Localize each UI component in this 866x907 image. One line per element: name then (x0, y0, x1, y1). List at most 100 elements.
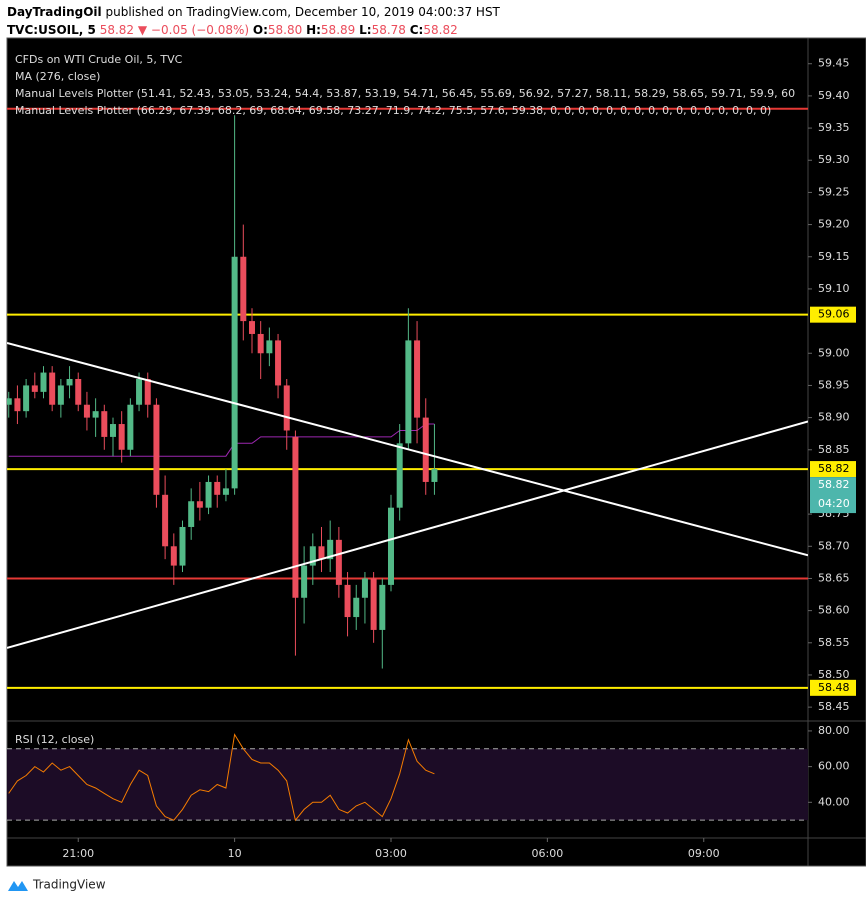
change: ▼ −0.05 (−0.08%) (138, 23, 249, 37)
level-tag (810, 679, 856, 696)
chart-title: CFDs on WTI Crude Oil, 5, TVC (15, 53, 183, 66)
price-pane (7, 107, 808, 689)
rsi-legend: RSI (12, close) (15, 733, 94, 746)
candle-body (396, 443, 403, 508)
y-tick-label: 58.65 (818, 571, 850, 584)
symbol: TVC:USOIL, 5 (7, 23, 96, 37)
published: published on TradingView.com, December 1… (106, 5, 501, 19)
y-tick-label: 58.70 (818, 539, 850, 552)
candle-body (14, 398, 21, 412)
candle-body (109, 424, 116, 437)
x-tick-label: 10 (228, 847, 242, 860)
candle-body (405, 340, 412, 444)
candle-body (353, 597, 360, 618)
candle-body (266, 340, 273, 354)
y-tick-label: 59.40 (818, 89, 850, 102)
level-tag-label: 59.06 (818, 308, 850, 321)
candle-body (127, 404, 134, 450)
candle-body (335, 539, 342, 585)
y-tick-label: 59.00 (818, 346, 850, 359)
candle-body (275, 340, 282, 386)
candle-body (422, 417, 429, 482)
axes: 58.4558.5058.5558.6058.6558.7058.7558.85… (62, 57, 856, 860)
candle-body (57, 385, 64, 405)
x-tick-label: 03:00 (375, 847, 407, 860)
candle-body (370, 578, 377, 630)
ohlc-key: C: (410, 23, 424, 37)
rsi-pane (7, 733, 808, 822)
trendline (7, 342, 808, 557)
candle-body (379, 584, 386, 630)
y-tick-label: 59.45 (818, 57, 850, 70)
y-tick-label: 59.20 (818, 218, 850, 231)
x-tick-label: 09:00 (688, 847, 720, 860)
candle-body (7, 398, 12, 405)
legend: CFDs on WTI Crude Oil, 5, TVC MA (276, c… (15, 53, 795, 117)
ohlc-value: 58.80 (268, 23, 302, 37)
candle-body (75, 379, 82, 405)
chart-background (7, 38, 866, 866)
y-tick-label: 58.45 (818, 700, 850, 713)
countdown: 04:20 (818, 497, 850, 510)
candle-body (214, 481, 221, 495)
level-tag (810, 461, 856, 478)
rsi-band (7, 748, 808, 821)
candle-body (40, 372, 47, 392)
y-tick-label: 59.25 (818, 185, 850, 198)
candle-body (136, 379, 143, 405)
author: DayTradingOil (7, 5, 102, 19)
chart-frame (6, 37, 866, 867)
candle-body (414, 340, 421, 418)
rsi-tick-label: 60.00 (818, 760, 850, 773)
ma-legend: MA (276, close) (15, 70, 100, 83)
ohlc-key: L: (359, 23, 371, 37)
y-tick-label: 59.30 (818, 153, 850, 166)
brand: TradingView (32, 878, 106, 892)
y-tick-label: 58.95 (818, 378, 850, 391)
candle-body (162, 494, 169, 547)
candle-body (301, 565, 308, 598)
candle-body (188, 501, 195, 527)
candle-body (23, 385, 30, 412)
candle-body (431, 469, 438, 482)
y-tick-label: 59.10 (818, 282, 850, 295)
y-tick-label: 59.35 (818, 121, 850, 134)
y-tick-label: 58.90 (818, 411, 850, 424)
candle-body (49, 372, 56, 405)
y-tick-label: 58.85 (818, 443, 850, 456)
y-tick-label: 58.55 (818, 636, 850, 649)
candle-body (92, 411, 99, 418)
indicator-legend: Manual Levels Plotter (51.41, 52.43, 53.… (15, 87, 795, 100)
candle-body (179, 526, 186, 566)
candle-body (283, 385, 290, 431)
header-line: DayTradingOil published on TradingView.c… (7, 5, 501, 19)
candle-body (222, 488, 229, 495)
rsi-tick-label: 40.00 (818, 795, 850, 808)
candle-body (240, 256, 247, 322)
candle-body (196, 501, 203, 508)
ohlc-value: 58.89 (321, 23, 355, 37)
candle-body (231, 256, 238, 489)
level-tag-label: 58.48 (818, 681, 850, 694)
price: 58.82 (100, 23, 134, 37)
candle-body (205, 481, 212, 508)
candle-body (66, 379, 73, 386)
candle-body (292, 436, 299, 598)
y-tick-label: 58.50 (818, 668, 850, 681)
candle-body (170, 546, 177, 566)
candle-body (344, 584, 351, 618)
trendline (7, 420, 808, 649)
candle-body (257, 333, 264, 354)
candle-body (31, 385, 38, 392)
x-tick-label: 06:00 (532, 847, 564, 860)
level-tag (810, 306, 856, 323)
footer-logo: TradingView (8, 878, 106, 892)
y-tick-label: 58.60 (818, 604, 850, 617)
x-tick-label: 21:00 (62, 847, 94, 860)
level-tag-label: 58.82 (818, 462, 850, 475)
candle-body (361, 578, 368, 598)
candle-body (309, 546, 316, 566)
indicator-legend: Manual Levels Plotter (66.29, 67.39, 68.… (15, 104, 771, 117)
